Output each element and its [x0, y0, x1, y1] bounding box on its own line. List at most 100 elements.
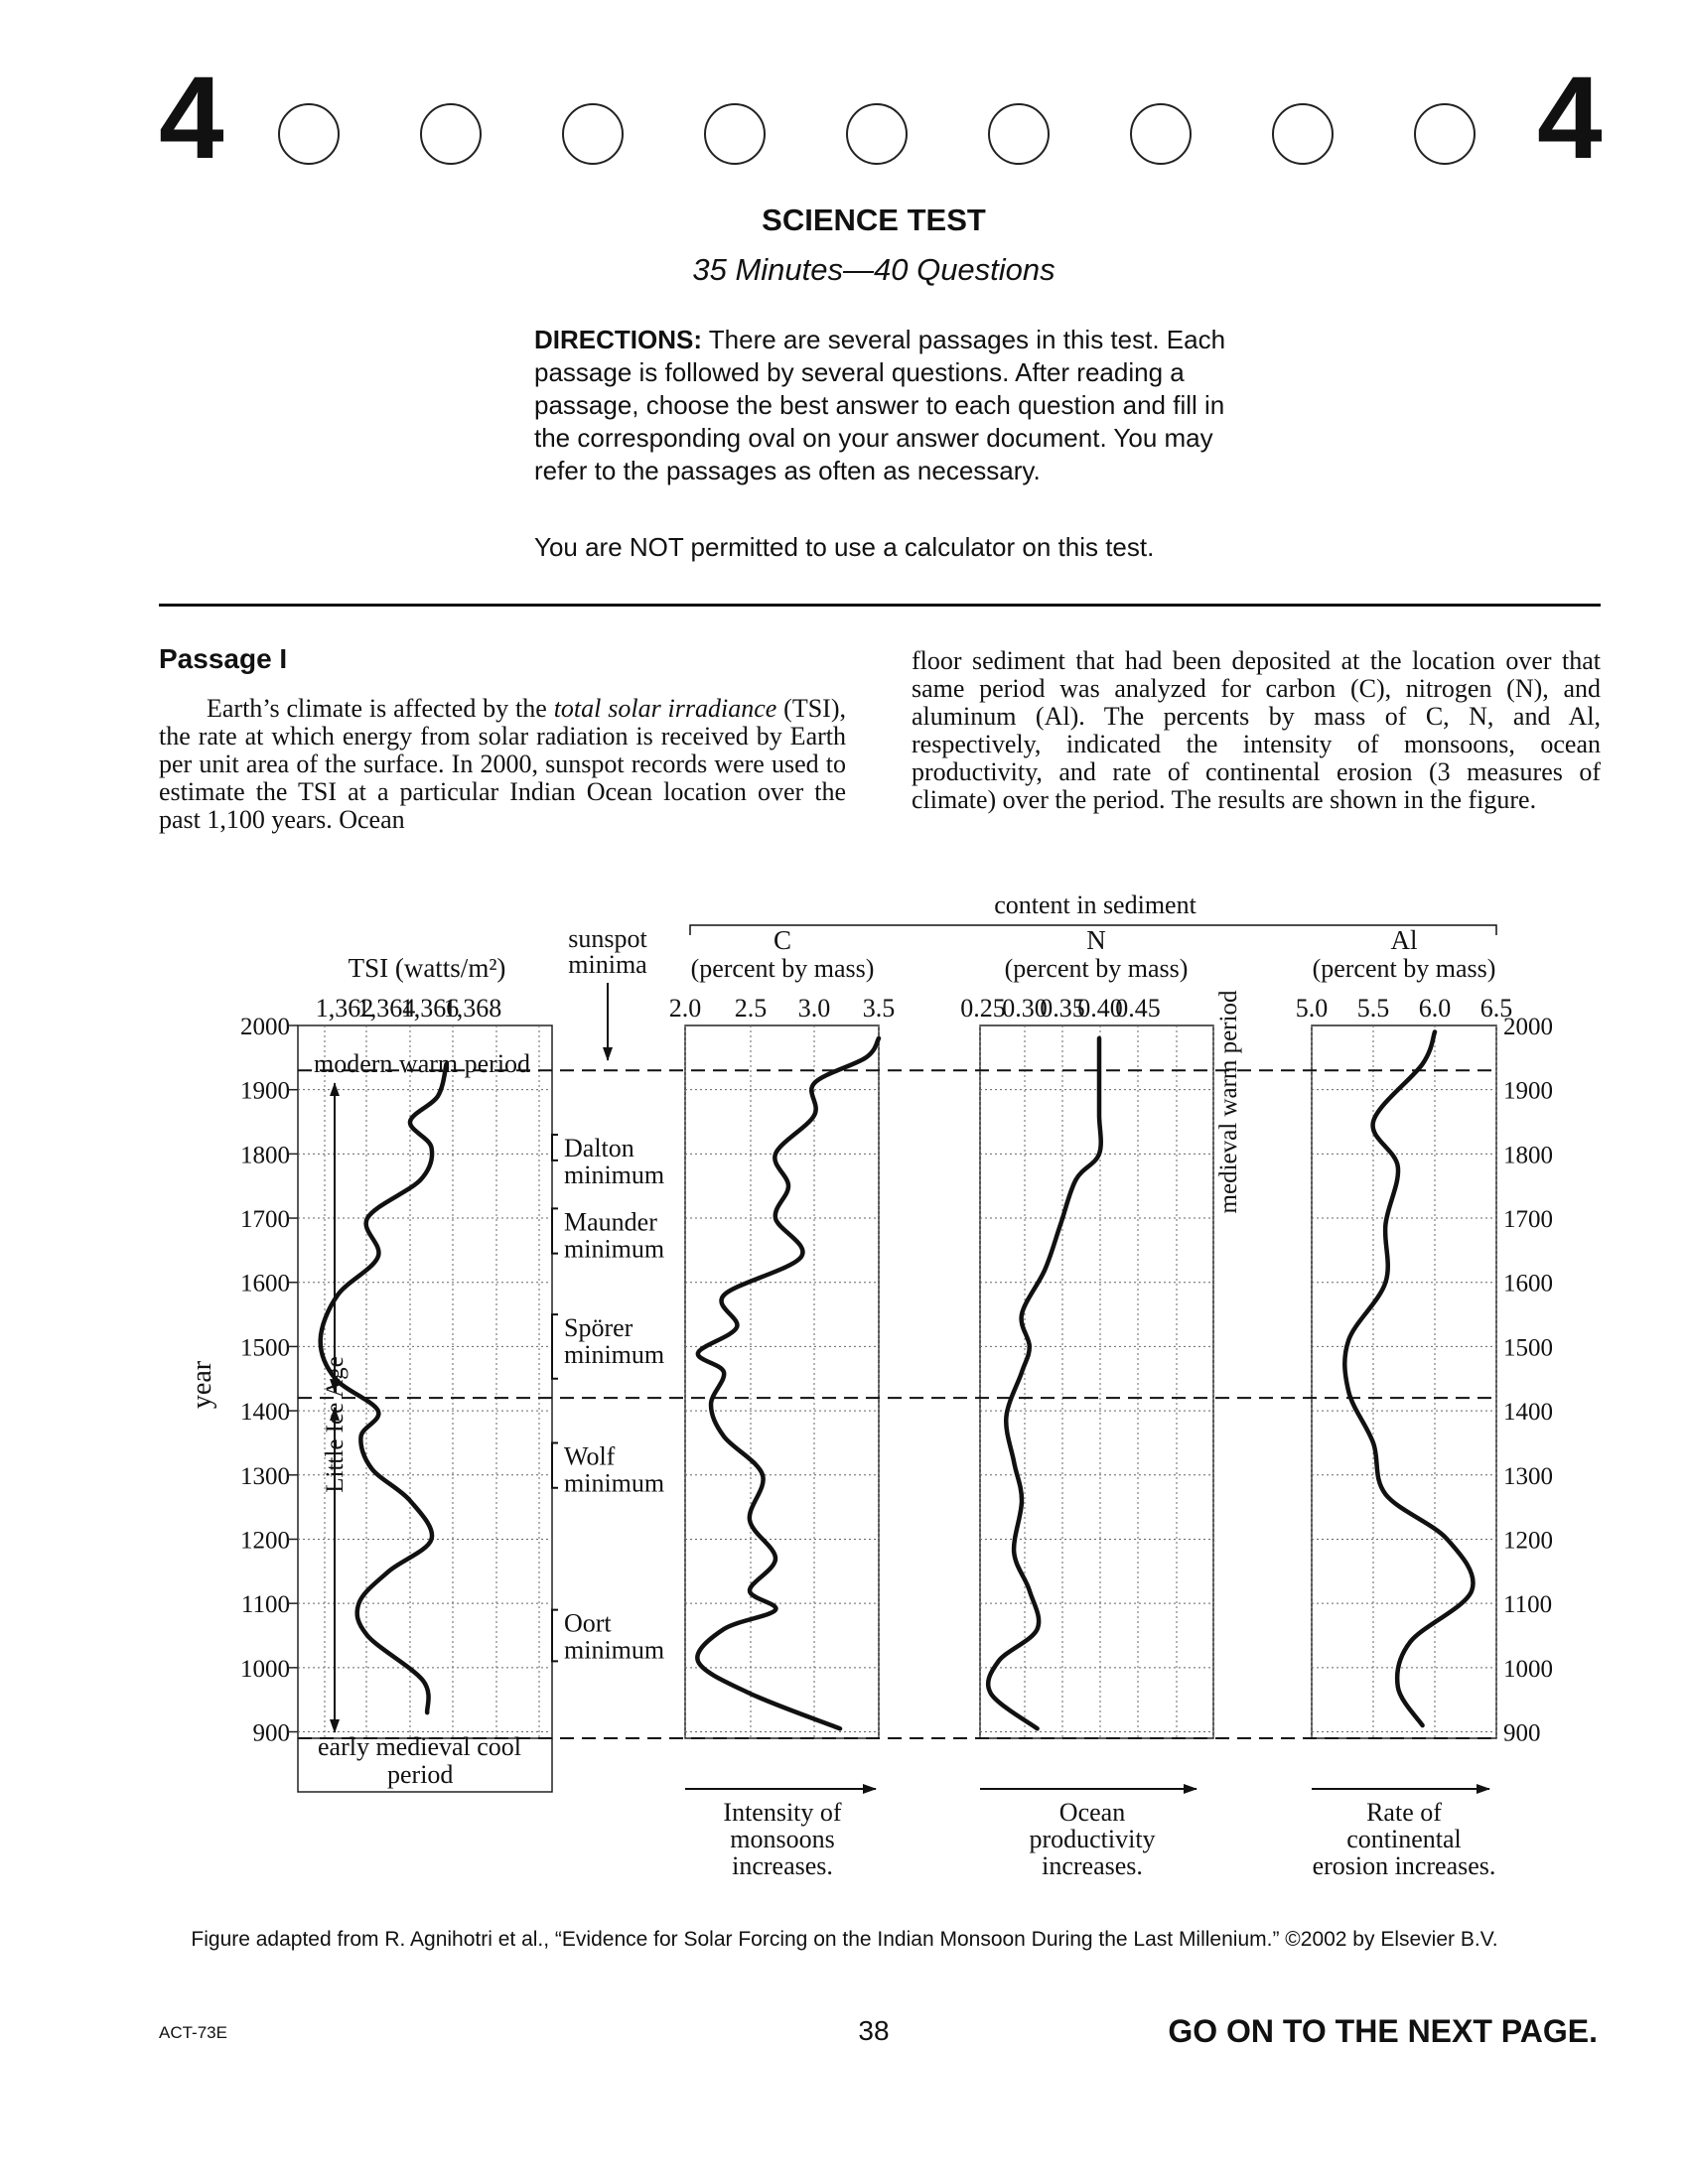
tsi-tick-label: 1,368 [444, 994, 502, 1023]
year-tick-right: 1400 [1503, 1399, 1553, 1426]
figure: 2000 2000 1900 1900 1800 1800 1700 1700 1600 1600… [187, 893, 1553, 1880]
panel-tick-label: 3.5 [863, 994, 896, 1023]
test-title: SCIENCE TEST [762, 203, 986, 237]
year-tick-left: 1500 [240, 1334, 290, 1361]
form-code: ACT-73E [159, 2023, 227, 2042]
panel-tick-label: 6.5 [1480, 994, 1513, 1023]
answer-oval [1130, 103, 1192, 165]
year-tick-left: 2000 [240, 1014, 290, 1040]
tsi-axis-title: TSI (watts/m²) [349, 953, 506, 983]
passage-left-column: Earth’s climate is affected by the total… [159, 695, 846, 834]
panel-title-unit-1: (percent by mass) [691, 954, 875, 983]
answer-oval [846, 103, 908, 165]
minimum-label-2: minimum [564, 1340, 664, 1369]
minimum-name-4: Oort [564, 1609, 612, 1638]
directions-text: There are several passages in this test.… [534, 325, 1226, 485]
passage-right-column: floor sediment that had been deposited a… [912, 646, 1601, 814]
minimum-label-0: minimum [564, 1160, 664, 1189]
label-early-cool-2: period [387, 1760, 453, 1789]
increase-caption-c: Intensity of [723, 1798, 841, 1827]
minimum-bracket [551, 1207, 558, 1255]
year-tick-left: 1900 [240, 1078, 290, 1105]
year-tick-left: 1800 [240, 1142, 290, 1168]
panel-frame-extension [297, 1738, 553, 1793]
minimum-bracket [551, 1133, 558, 1161]
answer-oval [704, 103, 766, 165]
increase-caption-al: continental [1346, 1825, 1462, 1853]
label-medieval-warm-period: medieval warm period [1215, 990, 1242, 1213]
panel-title-element-3: Al [1391, 925, 1418, 955]
panel-tick-label: 0.30 [1002, 994, 1048, 1023]
increase-caption-c: increases. [732, 1851, 833, 1880]
year-tick-right: 1700 [1503, 1206, 1553, 1233]
section-number-right: 4 [1537, 53, 1603, 184]
year-tick-right: 1100 [1503, 1591, 1552, 1618]
panel-title-unit-3: (percent by mass) [1313, 954, 1496, 983]
tsi-curve [318, 1061, 449, 1715]
panel-frame-nitrogen [979, 1024, 1214, 1739]
aluminum-curve [1342, 1029, 1476, 1728]
panel-tick-label: 5.0 [1296, 994, 1329, 1023]
year-tick-left: 1400 [240, 1399, 290, 1426]
tsi-tick-label: 1,362 [316, 994, 374, 1023]
panel-tick-label: 5.5 [1357, 994, 1390, 1023]
increase-caption-c: monsoons [730, 1825, 834, 1853]
nitrogen-curve [985, 1035, 1103, 1731]
y-axis-label: year [187, 1360, 217, 1409]
test-subtitle: 35 Minutes—40 Questions [692, 252, 1056, 287]
minimum-label-1: minimum [564, 1234, 664, 1263]
increase-caption-n: productivity [1029, 1825, 1155, 1853]
panel-title-element-1: C [774, 925, 791, 955]
increase-caption-al: Rate of [1366, 1798, 1442, 1827]
year-tick-left: 1000 [240, 1656, 290, 1683]
panel-tick-label: 6.0 [1419, 994, 1452, 1023]
year-tick-right: 1000 [1503, 1656, 1553, 1683]
panel-tick-label: 2.5 [735, 994, 768, 1023]
panel-tick-label: 2.0 [669, 994, 702, 1023]
carbon-curve [695, 1035, 882, 1731]
year-tick-right: 2000 [1503, 1014, 1553, 1040]
minimum-name-3: Wolf [564, 1441, 616, 1470]
panel-tick-label: 0.35 [1040, 994, 1085, 1023]
year-tick-left: 1100 [241, 1591, 290, 1618]
answer-oval [562, 103, 624, 165]
content-bracket [689, 924, 1497, 935]
panel-title-unit-2: (percent by mass) [1005, 954, 1189, 983]
answer-oval [420, 103, 482, 165]
panel-tick-label: 0.25 [960, 994, 1006, 1023]
increase-caption-n: increases. [1042, 1851, 1143, 1880]
year-tick-right: 1200 [1503, 1527, 1553, 1554]
passage-left-after: (TSI), the rate at which energy from sol… [159, 694, 846, 834]
page-number: 38 [858, 2015, 890, 2046]
minimum-label-3: minimum [564, 1468, 664, 1497]
minimum-bracket [551, 1608, 558, 1663]
year-tick-left: 1700 [240, 1206, 290, 1233]
answer-oval [988, 103, 1050, 165]
year-tick-right: 900 [1503, 1720, 1541, 1747]
tsi-tick-label: 1,366 [401, 994, 460, 1023]
year-tick-right: 1900 [1503, 1078, 1553, 1105]
answer-oval [1414, 103, 1476, 165]
year-tick-right: 1800 [1503, 1142, 1553, 1168]
figure-caption: Figure adapted from R. Agnihotri et al.,… [191, 1928, 1498, 1951]
panel-frame-aluminum [1311, 1024, 1497, 1739]
year-tick-right: 1600 [1503, 1271, 1553, 1297]
section-number-left: 4 [159, 53, 224, 184]
directions-label: DIRECTIONS: [534, 325, 702, 354]
panel-frame-tsi [297, 1024, 553, 1739]
year-tick-left: 900 [253, 1720, 291, 1747]
panel-frame-carbon [684, 1024, 880, 1739]
label-early-cool-1: early medieval cool [318, 1732, 521, 1761]
year-tick-right: 1300 [1503, 1463, 1553, 1490]
calculator-note: You are NOT permitted to use a calculato… [534, 532, 1155, 562]
year-tick-left: 1300 [240, 1463, 290, 1490]
increase-caption-al: erosion increases. [1313, 1851, 1496, 1880]
panel-tick-label: 0.45 [1115, 994, 1161, 1023]
content-header: content in sediment [994, 893, 1196, 919]
answer-oval [1272, 103, 1334, 165]
minimum-name-0: Dalton [564, 1134, 634, 1162]
sunspot-header-2: minima [568, 950, 647, 979]
passage-heading: Passage I [159, 643, 288, 674]
minimum-label-4: minimum [564, 1636, 664, 1665]
panel-tick-label: 0.40 [1077, 994, 1123, 1023]
